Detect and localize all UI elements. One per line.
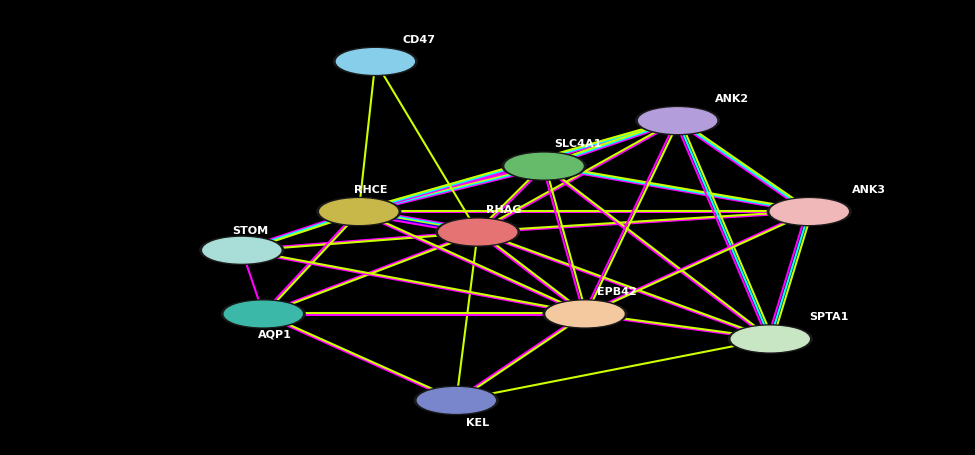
Ellipse shape <box>333 47 417 76</box>
Text: RHAG: RHAG <box>486 205 521 215</box>
Ellipse shape <box>505 153 583 179</box>
Ellipse shape <box>728 325 812 353</box>
Ellipse shape <box>636 106 720 135</box>
Text: RHCE: RHCE <box>354 185 387 195</box>
Ellipse shape <box>770 199 848 224</box>
Ellipse shape <box>502 152 586 180</box>
Ellipse shape <box>436 218 520 246</box>
Text: SLC4A1: SLC4A1 <box>554 139 602 149</box>
Text: ANK2: ANK2 <box>715 94 749 104</box>
Text: EPB42: EPB42 <box>597 287 637 297</box>
Ellipse shape <box>767 197 851 226</box>
Text: SPTA1: SPTA1 <box>809 312 848 322</box>
Text: ANK3: ANK3 <box>852 185 886 195</box>
Ellipse shape <box>546 301 624 327</box>
Ellipse shape <box>221 300 305 328</box>
Ellipse shape <box>417 388 495 413</box>
Text: KEL: KEL <box>466 418 489 428</box>
Text: STOM: STOM <box>232 226 268 236</box>
Text: CD47: CD47 <box>403 35 436 45</box>
Ellipse shape <box>200 236 284 264</box>
Text: AQP1: AQP1 <box>258 330 292 340</box>
Ellipse shape <box>336 49 414 74</box>
Ellipse shape <box>439 219 517 245</box>
Ellipse shape <box>317 197 401 226</box>
Ellipse shape <box>639 108 717 133</box>
Ellipse shape <box>731 326 809 352</box>
Ellipse shape <box>543 300 627 328</box>
Ellipse shape <box>203 238 281 263</box>
Ellipse shape <box>320 199 398 224</box>
Ellipse shape <box>414 386 498 415</box>
Ellipse shape <box>224 301 302 327</box>
